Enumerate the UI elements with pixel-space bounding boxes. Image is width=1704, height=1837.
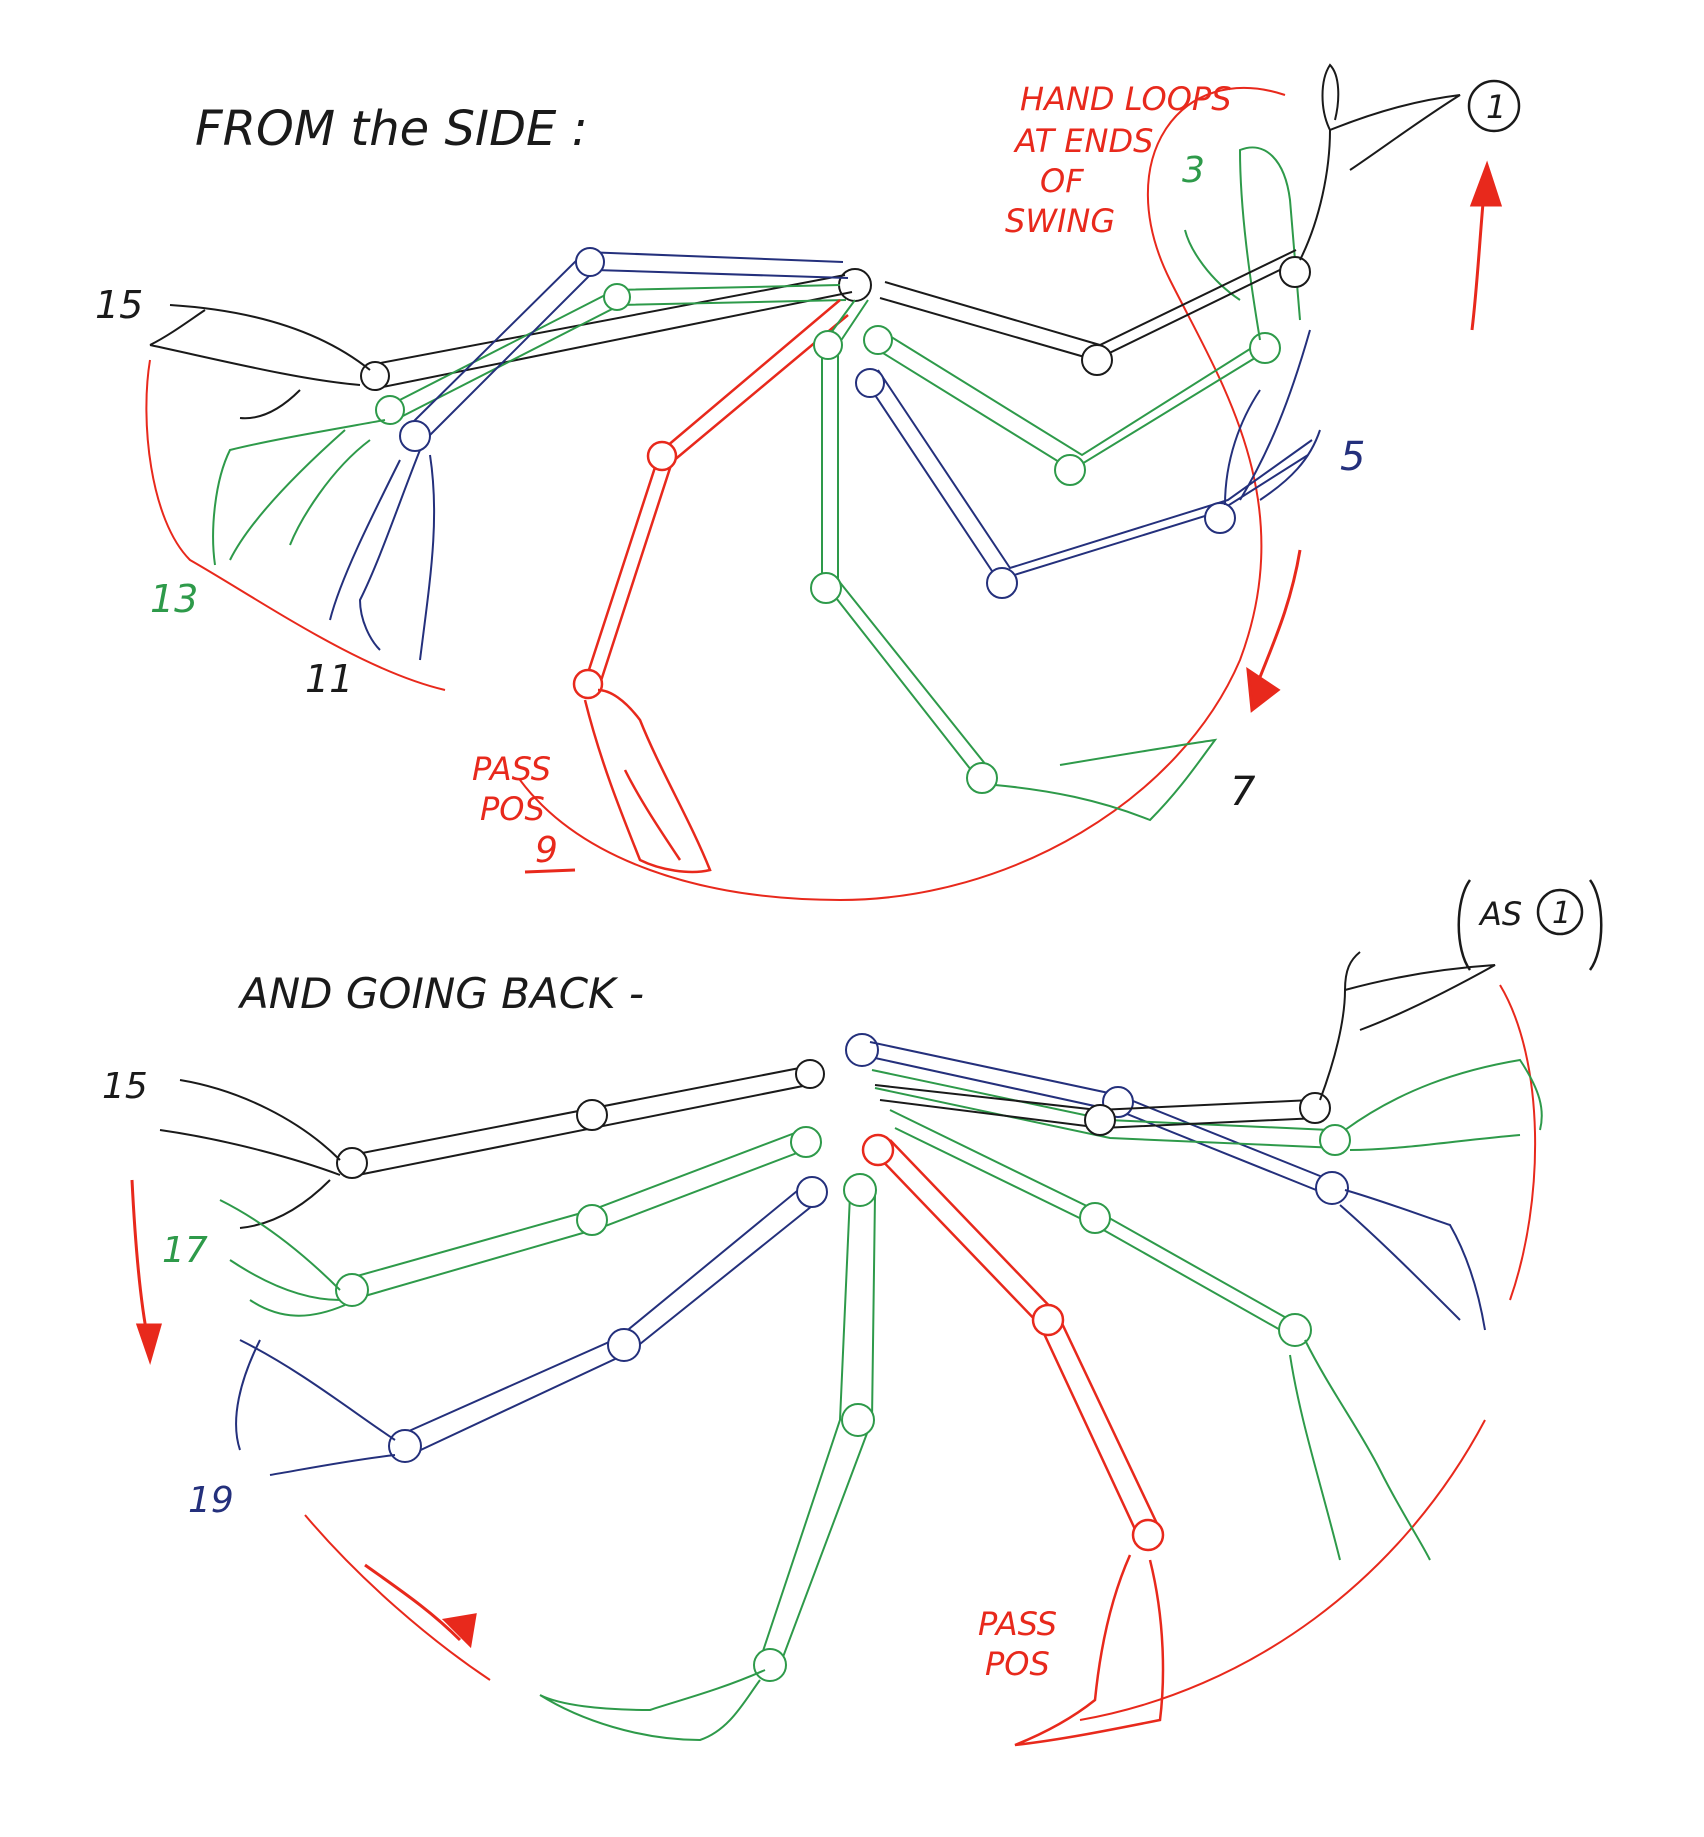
top-diagram: FROM the SIDE : HAND LOOPS AT ENDS OF SW…	[95, 63, 1521, 902]
bottom-swing-path-lower	[1079, 1419, 1486, 1721]
bottom-arm-down	[539, 1173, 877, 1742]
top-title: FROM the SIDE :	[195, 101, 588, 157]
as-circled-number: 1	[1552, 896, 1571, 931]
drawing-5-label: 5	[1340, 434, 1365, 480]
as-label: AS	[1478, 895, 1522, 933]
top-swing-path-left	[145, 359, 446, 691]
down-arrow-icon	[1246, 549, 1302, 713]
bottom-swing-path-right	[1499, 984, 1537, 1301]
bottom-along-arrow-icon	[364, 1563, 477, 1649]
top-swing-path	[519, 86, 1286, 902]
bottom-arm-as-1	[874, 951, 1496, 1136]
top-arm-5	[855, 329, 1321, 599]
drawing-13-label: 13	[150, 577, 198, 621]
bottom-down-arrow-icon	[130, 1179, 162, 1366]
drawing-7-label: 7	[1230, 769, 1256, 815]
note-line-4: SWING	[1005, 202, 1115, 240]
drawing-3-label: 3	[1182, 150, 1205, 191]
bottom-shoulder-joint	[845, 1033, 879, 1067]
drawing-11-label: 11	[305, 657, 353, 701]
top-arm-15	[149, 274, 853, 420]
as-1-label: AS 1	[1457, 879, 1603, 971]
bottom-arm-pass	[861, 1133, 1165, 1747]
pass-label: PASS	[472, 750, 551, 788]
bottom-pos-label: POS	[985, 1645, 1050, 1683]
bottom-pass-label: PASS	[978, 1605, 1057, 1643]
bottom-arm-15	[159, 1059, 825, 1229]
top-arm-11	[329, 247, 849, 661]
top-arm-13	[212, 283, 847, 566]
hand-loops-note: HAND LOOPS AT ENDS OF SWING	[1005, 80, 1232, 240]
bottom-drawing-17-label: 17	[162, 1230, 208, 1271]
drawing-15-label: 15	[95, 283, 143, 327]
bottom-arm-17	[219, 1126, 822, 1317]
drawing-1-label: 1	[1486, 88, 1506, 126]
bottom-swing-path-left	[304, 1514, 491, 1681]
bottom-drawing-15-label: 15	[102, 1066, 148, 1107]
top-arm-7	[810, 299, 1218, 822]
bottom-title: AND GOING BACK -	[237, 969, 644, 1018]
top-shoulder-joint	[838, 268, 872, 302]
drawing-9-label: 9	[535, 830, 558, 871]
bottom-pass-pos-label: PASS POS	[978, 1605, 1057, 1683]
bottom-drawing-19-label: 19	[188, 1480, 234, 1521]
up-arrow-icon	[1469, 160, 1503, 331]
bottom-arm-19	[235, 1176, 828, 1476]
top-arm-1	[879, 63, 1461, 376]
bottom-diagram: AND GOING BACK - AS 1 15 17 19 PASS POS	[102, 879, 1603, 1747]
top-arm-9	[572, 299, 849, 874]
pos-label: POS	[480, 790, 545, 828]
bottom-arm-green-mid	[889, 1109, 1431, 1561]
note-line-1: HAND LOOPS	[1020, 80, 1232, 118]
drawing-1-circled-label: 1	[1467, 79, 1521, 133]
top-arm-3	[863, 146, 1301, 486]
note-line-3: OF	[1040, 162, 1084, 200]
note-line-2: AT ENDS	[1013, 122, 1153, 160]
top-pass-pos-label: PASS POS 9	[472, 750, 576, 874]
